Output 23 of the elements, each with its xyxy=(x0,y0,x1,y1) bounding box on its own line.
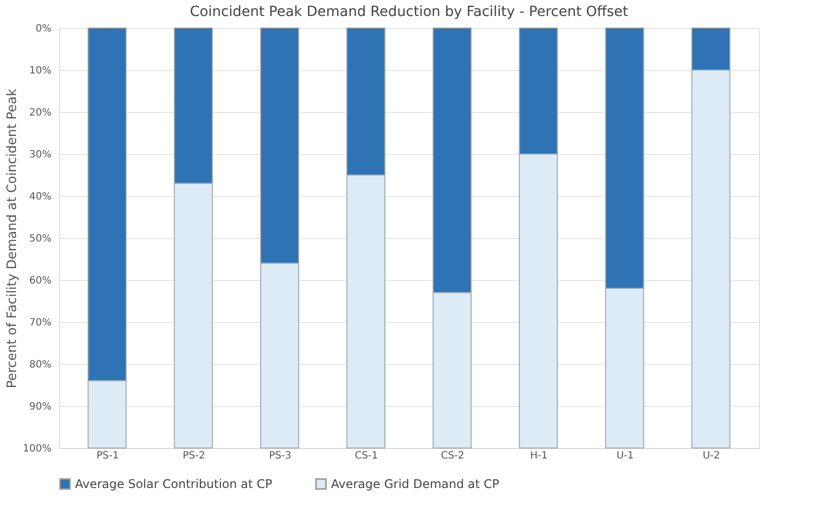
y-tick-label: 0% xyxy=(36,24,52,34)
legend-label: Average Grid Demand at CP xyxy=(331,477,500,491)
y-tick-label: 30% xyxy=(29,150,52,160)
y-tick-label: 60% xyxy=(29,276,52,286)
y-tick-label: 70% xyxy=(29,318,52,328)
y-axis-title: Percent of Facility Demand at Coincident Peak xyxy=(4,88,20,388)
y-tick-label: 20% xyxy=(29,108,52,118)
x-tick-label: PS-2 xyxy=(182,450,206,462)
y-tick-label: 10% xyxy=(29,66,52,76)
x-tick-label: CS-1 xyxy=(354,450,378,462)
y-tick-label: 100% xyxy=(22,444,52,454)
legend-label: Average Solar Contribution at CP xyxy=(75,477,272,491)
x-tick-label: PS-3 xyxy=(268,450,292,462)
x-tick-label: H-1 xyxy=(530,450,548,462)
y-tick-label: 80% xyxy=(29,360,52,370)
x-tick-label: U-2 xyxy=(702,450,720,462)
y-tick-label: 40% xyxy=(29,192,52,202)
y-tick-label: 90% xyxy=(29,402,52,412)
x-tick-label: U-1 xyxy=(616,450,634,462)
x-tick-label: CS-2 xyxy=(440,450,464,462)
chart-title: Coincident Peak Demand Reduction by Facility - Percent Offset xyxy=(190,4,629,20)
y-tick-label: 50% xyxy=(29,234,52,244)
x-tick-label: PS-1 xyxy=(96,450,119,462)
